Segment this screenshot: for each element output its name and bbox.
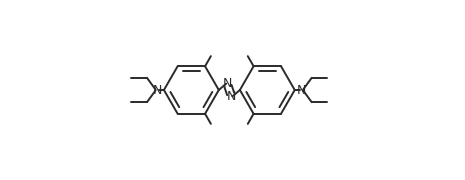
Text: N: N [223, 77, 232, 90]
Text: N: N [297, 84, 306, 96]
Text: N: N [227, 90, 236, 103]
Text: N: N [153, 84, 162, 96]
